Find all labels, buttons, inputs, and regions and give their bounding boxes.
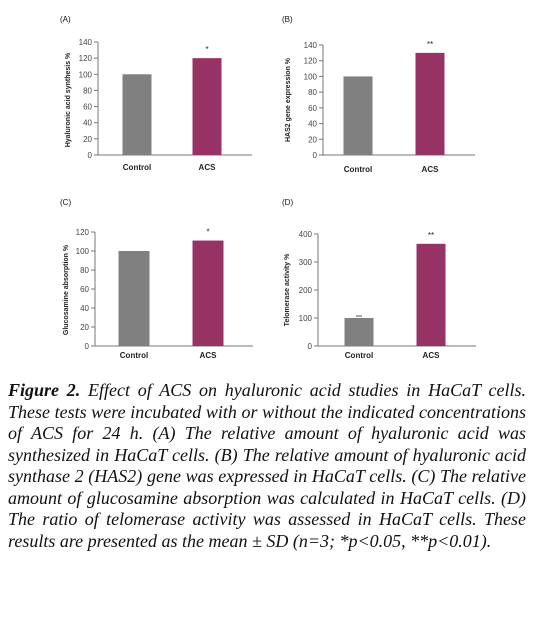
panel-0-significance-1: * — [205, 45, 208, 54]
panel-1-tick-label-7: 140 — [304, 41, 318, 50]
panel-2-significance-1: * — [206, 228, 209, 237]
panel-0-tick-label-6: 120 — [79, 54, 93, 63]
panel-3-significance-1: ** — [428, 231, 434, 240]
panel-0-tick-label-2: 40 — [83, 119, 92, 128]
panel-1-label: (B) — [282, 15, 293, 24]
panel-3-category-0: Control — [345, 351, 373, 360]
panel-2-label: (C) — [60, 198, 71, 207]
panel-1-tick-label-1: 20 — [308, 135, 317, 144]
panel-2-tick-label-5: 100 — [76, 247, 90, 256]
panel-1-category-1: ACS — [422, 165, 440, 174]
panel-3-tick-label-1: 100 — [299, 314, 313, 323]
panel-0-bar-1 — [192, 58, 222, 156]
panel-0-tick-label-1: 20 — [83, 135, 92, 144]
panel-0-label: (A) — [60, 15, 71, 24]
panel-1-tick-label-4: 80 — [308, 88, 317, 97]
panel-1-bar-1 — [415, 52, 445, 155]
figure-caption: Figure 2. Effect of ACS on hyaluronic ac… — [8, 380, 526, 552]
panel-2-bar-0 — [118, 251, 150, 346]
panel-0-bar-0 — [122, 74, 152, 155]
panel-2-category-1: ACS — [200, 351, 218, 360]
panel-3-bar-1 — [416, 243, 446, 346]
panel-2-category-0: Control — [120, 351, 148, 360]
figure-panels: (A) 0 20 40 60 80 100 120 140 Hyaluronic acid syn… — [60, 15, 476, 360]
panel-1-tick-label-5: 100 — [304, 72, 318, 81]
panel-1-tick-label-6: 120 — [304, 57, 318, 66]
panel-2-tick-label-3: 60 — [80, 285, 89, 294]
caption-lead: Figure 2. — [8, 380, 81, 400]
panel-1-y-title: HAS2 gene expression % — [285, 57, 292, 142]
panel-0-tick-label-0: 0 — [88, 151, 93, 160]
panel-3-tick-label-0: 0 — [308, 342, 313, 351]
panel-2-bar-1 — [192, 240, 224, 346]
panel-3-tick-label-3: 300 — [299, 258, 313, 267]
panel-3-label: (D) — [282, 198, 293, 207]
panel-1-bar-0 — [343, 76, 373, 155]
panel-0-category-1: ACS — [199, 163, 217, 172]
panel-2-tick-label-1: 20 — [80, 323, 89, 332]
panel-1-tick-label-2: 40 — [308, 120, 317, 129]
panel-3-tick-label-4: 400 — [299, 230, 313, 239]
panel-1-tick-label-3: 60 — [308, 104, 317, 113]
panel-0-y-title: Hyaluronic acid synthesis % — [65, 52, 72, 147]
panel-0-category-0: Control — [123, 163, 151, 172]
panel-1-significance-1: ** — [427, 40, 433, 49]
panel-1-category-0: Control — [344, 165, 372, 174]
panel-0-tick-label-4: 80 — [83, 86, 92, 95]
panel-3-bar-0 — [344, 318, 374, 346]
panel-2-tick-label-2: 40 — [80, 304, 89, 313]
panel-0-tick-label-5: 100 — [79, 70, 93, 79]
panel-2-tick-label-6: 120 — [76, 228, 90, 237]
panel-0-tick-label-3: 60 — [83, 103, 92, 112]
panel-2-tick-label-0: 0 — [85, 342, 90, 351]
panel-1-tick-label-0: 0 — [313, 151, 318, 160]
panel-2-tick-label-4: 80 — [80, 266, 89, 275]
caption-text: Effect of ACS on hyaluronic acid studies… — [8, 380, 527, 551]
panel-3-tick-label-2: 200 — [299, 286, 313, 295]
panel-3-category-1: ACS — [423, 351, 441, 360]
panel-0-tick-label-7: 140 — [79, 38, 93, 47]
panel-2-y-title: Glucosamine absorption % — [63, 244, 70, 335]
panel-3-y-title: Telomerase activity % — [284, 253, 291, 326]
